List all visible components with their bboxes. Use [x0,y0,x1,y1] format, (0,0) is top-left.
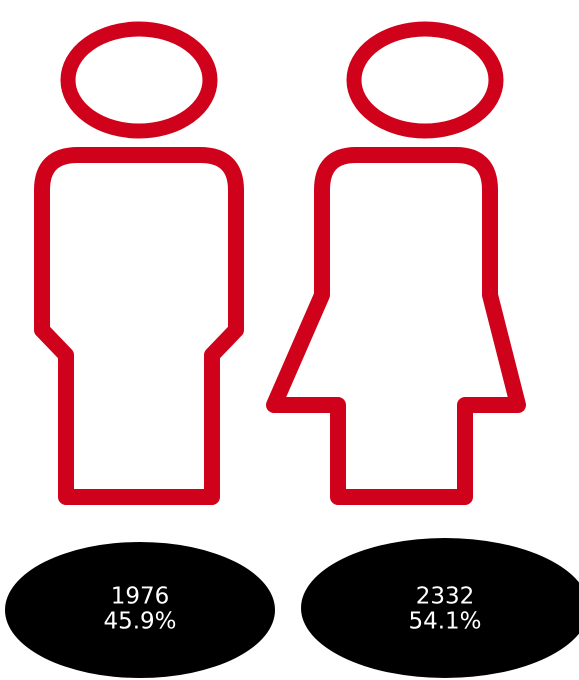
female-icon [266,21,526,505]
male-badge [5,542,275,678]
female-head [346,21,504,139]
female-count: 2332 [416,584,475,610]
female-badge [301,538,579,678]
male-head [60,21,218,139]
female-share: 54.1% [408,609,481,635]
female-body [266,147,526,505]
male-icon [34,21,244,505]
male-share: 45.9% [103,609,176,635]
male-body [34,147,244,505]
male-count: 1976 [111,584,170,610]
